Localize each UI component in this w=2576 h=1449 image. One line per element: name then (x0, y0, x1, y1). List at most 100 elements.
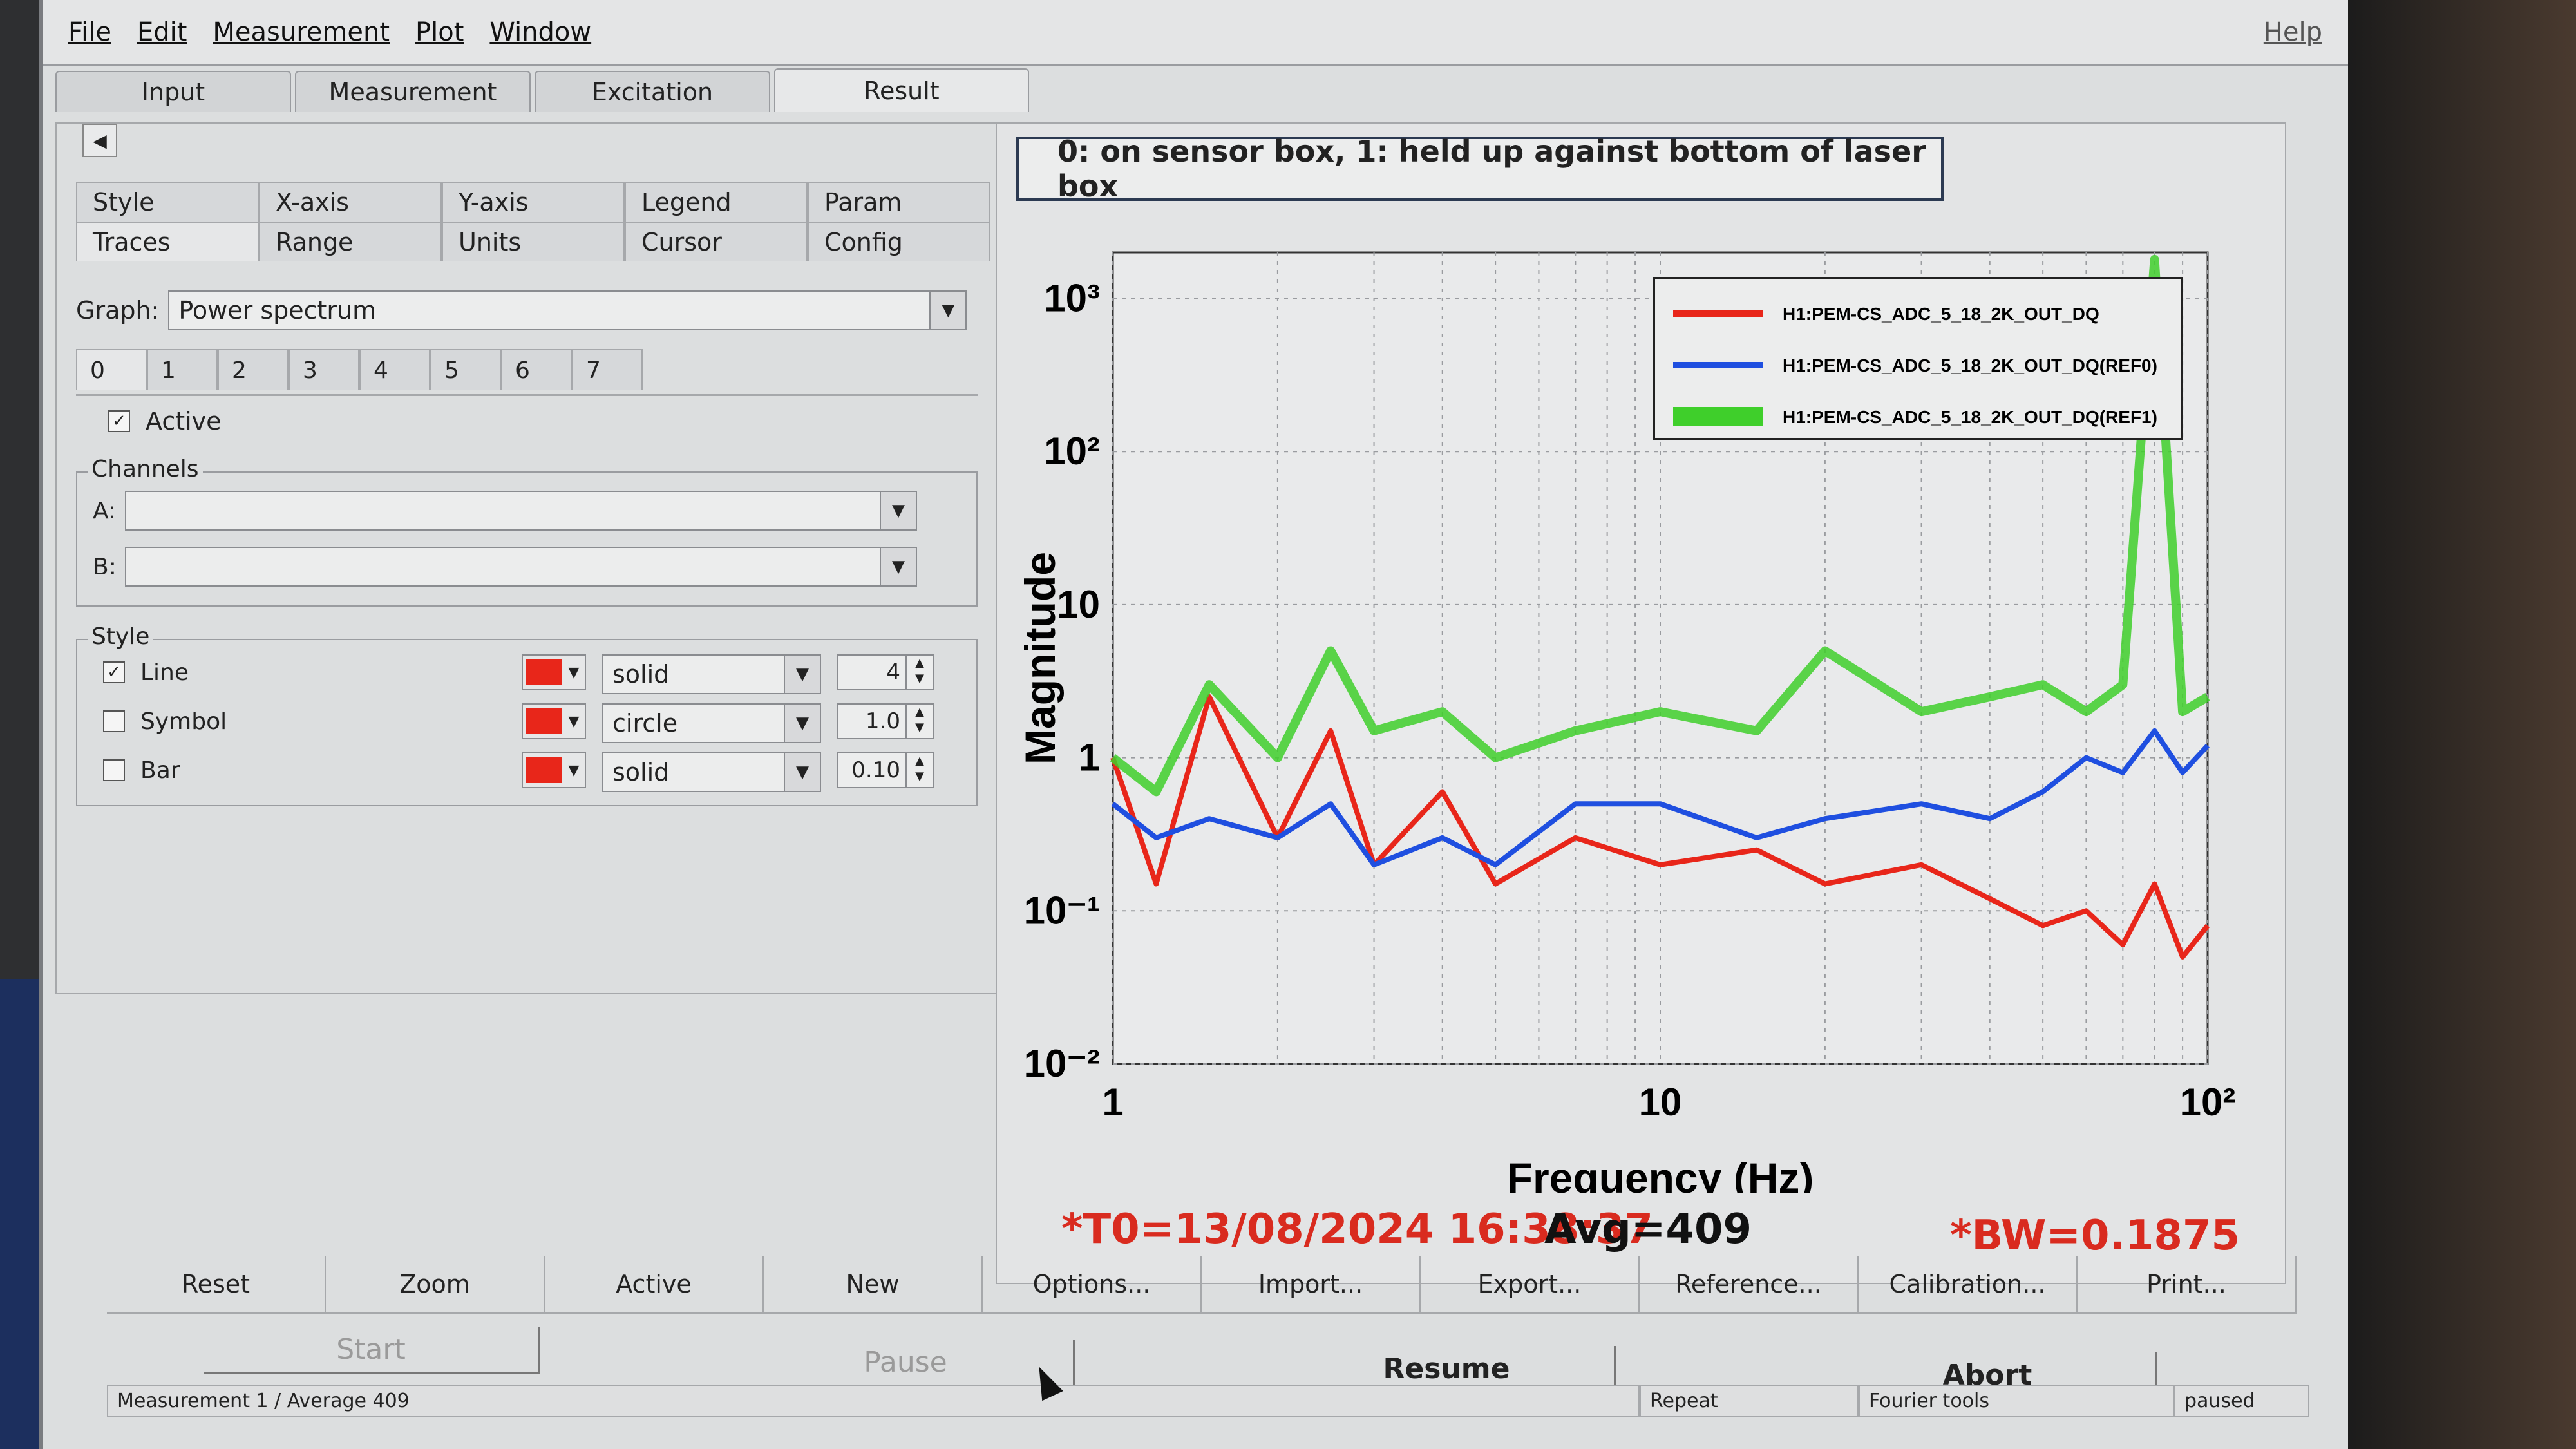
chevron-down-icon[interactable]: ▼ (784, 705, 820, 742)
bar-width-spinner[interactable]: 0.10 ▲ ▼ (837, 752, 934, 788)
chevron-down-icon[interactable]: ▼ (880, 492, 916, 529)
line-color-picker[interactable]: ▼ (522, 654, 586, 690)
x-axis-title: Frequency (Hz) (1507, 1154, 1814, 1193)
spinner-arrows-icon[interactable]: ▲ ▼ (905, 753, 933, 787)
trace-tab-7[interactable]: 7 (572, 349, 643, 390)
tab-input[interactable]: Input (55, 71, 291, 112)
subtab-config[interactable]: Config (808, 222, 990, 261)
subtab-style[interactable]: Style (76, 182, 259, 222)
print-button[interactable]: Print... (2078, 1256, 2297, 1314)
bar-pattern-select[interactable]: solid ▼ (602, 752, 821, 792)
line-pattern-select[interactable]: solid ▼ (602, 654, 821, 694)
zoom-button[interactable]: Zoom (326, 1256, 545, 1314)
subtab-units[interactable]: Units (442, 222, 625, 261)
spinner-arrows-icon[interactable]: ▲ ▼ (905, 705, 933, 738)
symbol-checkbox[interactable] (103, 710, 125, 732)
line-label: Line (140, 659, 189, 686)
line-width-value: 4 (886, 659, 900, 685)
bar-label: Bar (140, 757, 180, 784)
start-button[interactable]: Start (204, 1327, 540, 1374)
channels-title: Channels (88, 456, 203, 482)
tab-result[interactable]: Result (774, 68, 1029, 112)
subtab-traces[interactable]: Traces (76, 222, 259, 261)
bar-width-value: 0.10 (851, 757, 900, 783)
calibration-button[interactable]: Calibration... (1859, 1256, 2078, 1314)
status-main: Measurement 1 / Average 409 (107, 1385, 1640, 1417)
y-tick-label: 10³ (1044, 277, 1100, 320)
import-button[interactable]: Import... (1202, 1256, 1421, 1314)
spinner-arrows-icon[interactable]: ▲ ▼ (905, 656, 933, 689)
menu-help[interactable]: Help (2263, 17, 2322, 47)
menu-measurement[interactable]: Measurement (213, 17, 390, 47)
options-button[interactable]: Options... (983, 1256, 1202, 1314)
y-tick-label: 1 (1079, 736, 1100, 779)
export-button[interactable]: Export... (1421, 1256, 1640, 1314)
symbol-size-spinner[interactable]: 1.0 ▲ ▼ (837, 703, 934, 739)
spectrum-chart[interactable]: 1 10 10² 10⁻² 10⁻¹ 1 10 10² 10³ Frequency (Hz) Mag… (997, 124, 2285, 1193)
new-button[interactable]: New (764, 1256, 983, 1314)
y-tick-label: 10⁻² (1024, 1042, 1100, 1085)
graph-select[interactable]: Power spectrum ▼ (168, 290, 967, 330)
pause-button[interactable]: Pause (738, 1340, 1075, 1387)
trace-tab-1[interactable]: 1 (147, 349, 218, 390)
trace-tab-4[interactable]: 4 (359, 349, 430, 390)
bandwidth-value: *BW=0.1875 (1950, 1212, 2240, 1260)
trace-tab-0[interactable]: 0 (76, 349, 147, 390)
chevron-down-icon[interactable]: ▼ (784, 656, 820, 693)
style-group: Style ✓ Line ▼ solid ▼ 4 ▲ ▼ Symbol (76, 623, 978, 806)
color-swatch (526, 708, 562, 734)
menu-plot[interactable]: Plot (415, 17, 464, 47)
chevron-down-icon[interactable]: ▼ (880, 548, 916, 585)
channel-a-select[interactable]: ▼ (125, 491, 917, 531)
settings-subtabs: Style X-axis Y-axis Legend Param Traces … (76, 182, 990, 261)
channel-b-select[interactable]: ▼ (125, 547, 917, 587)
legend-entry: H1:PEM-CS_ADC_5_18_2K_OUT_DQ(REF0) (1783, 355, 2157, 375)
channel-b-label: B: (93, 553, 117, 580)
subtab-legend[interactable]: Legend (625, 182, 808, 222)
symbol-size-value: 1.0 (865, 708, 900, 734)
chevron-down-icon: ▼ (568, 713, 580, 730)
series-line-0 (1110, 694, 2210, 960)
series-line-1 (1111, 728, 2210, 867)
desktop-left-strip-top (0, 0, 39, 979)
bar-color-picker[interactable]: ▼ (522, 752, 586, 788)
channels-group: Channels A: ▼ B: ▼ (76, 456, 978, 607)
back-arrow-icon[interactable]: ◀ (82, 124, 117, 157)
menu-window[interactable]: Window (489, 17, 592, 47)
line-checkbox[interactable]: ✓ (103, 661, 125, 683)
subtab-x-axis[interactable]: X-axis (259, 182, 442, 222)
symbol-style-row: Symbol (103, 702, 227, 741)
trace-tab-2[interactable]: 2 (218, 349, 289, 390)
plot-title: 0: on sensor box, 1: held up against bot… (1016, 134, 1944, 204)
style-title: Style (88, 623, 154, 650)
reset-button[interactable]: Reset (107, 1256, 326, 1314)
bar-checkbox[interactable] (103, 759, 125, 781)
menu-edit[interactable]: Edit (137, 17, 187, 47)
subtab-param[interactable]: Param (808, 182, 990, 222)
trace-tab-5[interactable]: 5 (430, 349, 501, 390)
symbol-shape-select[interactable]: circle ▼ (602, 703, 821, 743)
channel-a-label: A: (93, 497, 117, 524)
reference-button[interactable]: Reference... (1640, 1256, 1859, 1314)
active-checkbox[interactable]: ✓ (108, 410, 130, 432)
line-width-spinner[interactable]: 4 ▲ ▼ (837, 654, 934, 690)
average-count: Avg=409 (1544, 1206, 1752, 1253)
status-state: paused (2174, 1385, 2309, 1417)
graph-selector-row: Graph: Power spectrum ▼ (76, 285, 990, 336)
trace-tabs: 0 1 2 3 4 5 6 7 (76, 349, 643, 390)
trace-tab-3[interactable]: 3 (289, 349, 359, 390)
chevron-down-icon[interactable]: ▼ (784, 753, 820, 791)
app-window: File Edit Measurement Plot Window Help I… (39, 0, 2348, 1449)
subtab-cursor[interactable]: Cursor (625, 222, 808, 261)
y-axis-title: Magnitude (1016, 552, 1064, 764)
subtab-range[interactable]: Range (259, 222, 442, 261)
chevron-down-icon[interactable]: ▼ (929, 292, 966, 329)
trace-tab-6[interactable]: 6 (501, 349, 572, 390)
active-button[interactable]: Active (545, 1256, 764, 1314)
tab-excitation[interactable]: Excitation (535, 71, 770, 112)
tab-measurement[interactable]: Measurement (295, 71, 531, 112)
subtab-y-axis[interactable]: Y-axis (442, 182, 625, 222)
menu-file[interactable]: File (68, 17, 111, 47)
symbol-color-picker[interactable]: ▼ (522, 703, 586, 739)
graph-label: Graph: (76, 296, 160, 325)
